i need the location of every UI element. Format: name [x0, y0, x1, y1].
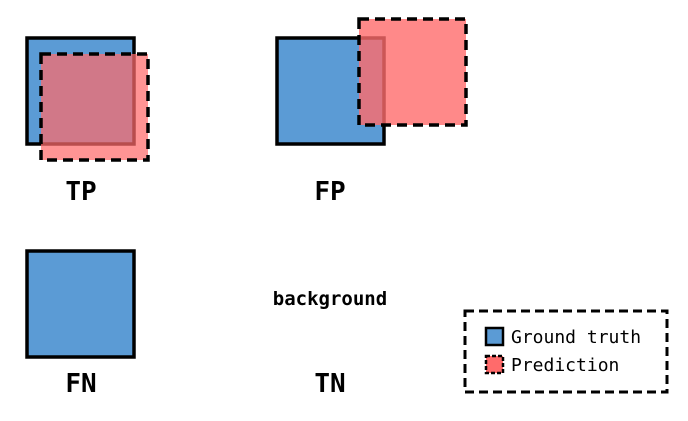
tp-example [25, 36, 150, 162]
fp-prediction-box [357, 17, 468, 127]
legend-prediction-swatch [484, 354, 505, 375]
tp-prediction-box [39, 52, 150, 162]
fn-label: FN [65, 369, 96, 399]
legend-ground-truth-label: Ground truth [511, 327, 641, 348]
legend-prediction-label: Prediction [511, 355, 619, 376]
background-label: background [273, 288, 387, 310]
fp-label: FP [314, 177, 345, 207]
legend: Ground truth Prediction [463, 309, 669, 394]
tn-label: TN [314, 369, 345, 399]
legend-ground-truth-swatch [484, 326, 505, 347]
legend-frame [463, 309, 669, 394]
fp-example [275, 17, 468, 146]
tp-label: TP [65, 177, 96, 207]
fn-ground-truth-box [25, 249, 136, 359]
